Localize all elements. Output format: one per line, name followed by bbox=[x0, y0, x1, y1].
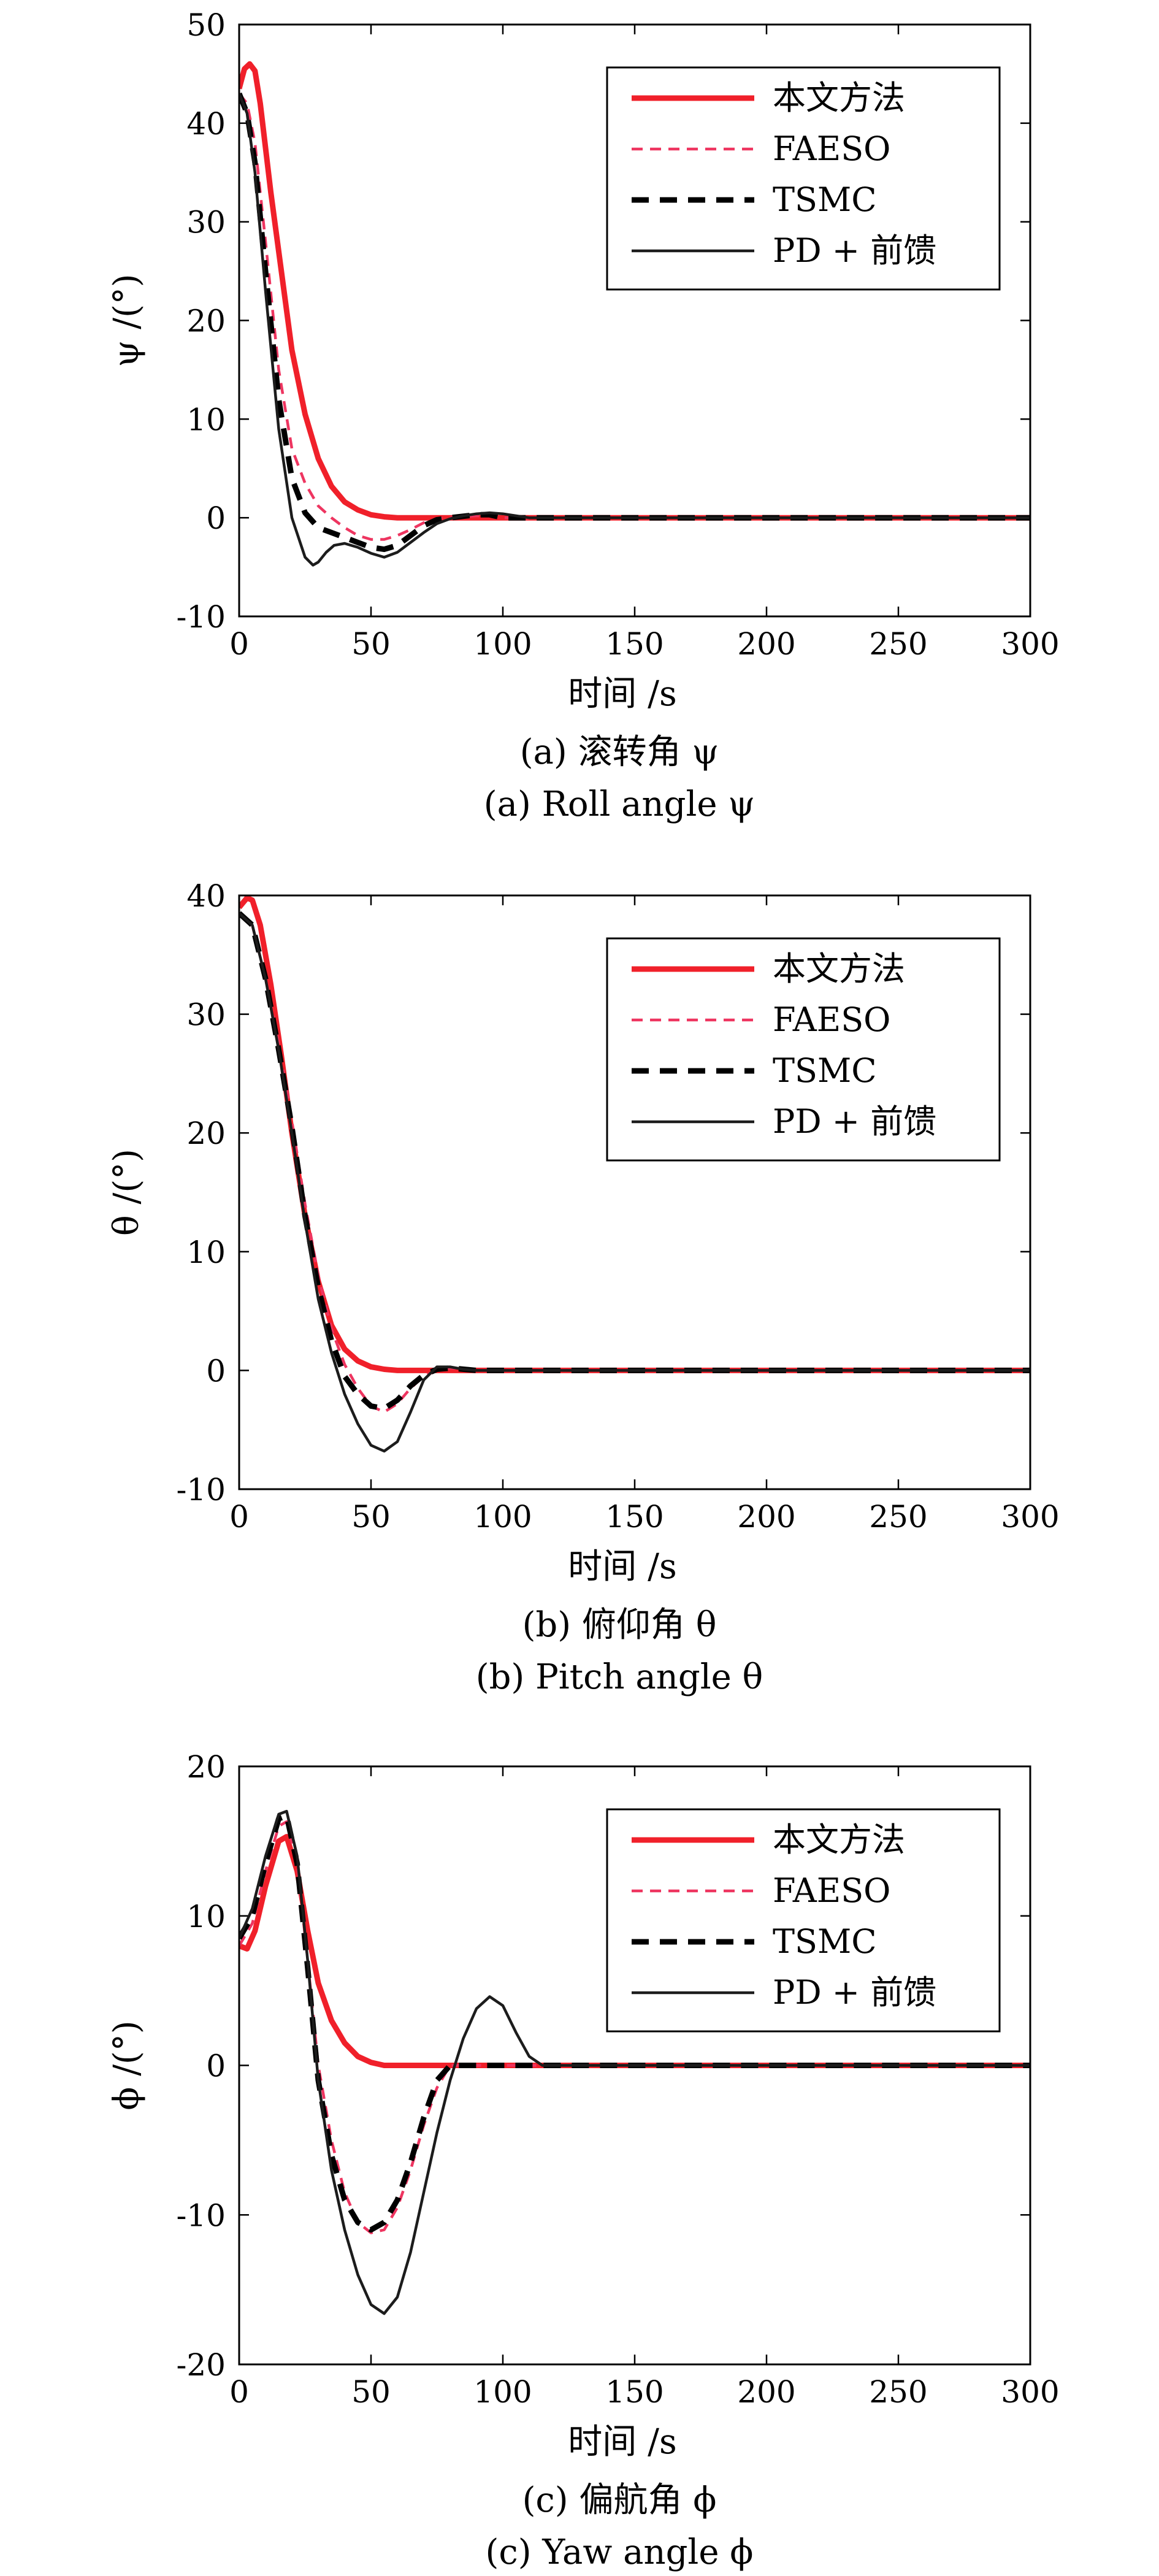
legend-entry: TSMC bbox=[773, 1051, 877, 1090]
series-group bbox=[239, 61, 1030, 567]
x-tick-label: 100 bbox=[473, 2374, 532, 2410]
x-tick-label: 150 bbox=[605, 626, 664, 662]
y-tick-label: -10 bbox=[176, 1472, 226, 1508]
caption-en: (b) Pitch angle θ bbox=[476, 1657, 763, 1697]
x-tick-label: 250 bbox=[869, 1499, 927, 1535]
x-tick-label: 0 bbox=[229, 626, 249, 662]
y-tick-label: 40 bbox=[186, 878, 226, 914]
plot-frame bbox=[238, 1765, 1031, 2366]
y-tick-label: -10 bbox=[176, 599, 226, 635]
legend-entry: 本文方法 bbox=[773, 79, 905, 117]
caption-cn: (c) 偏航角 ϕ bbox=[522, 2480, 717, 2520]
x-axis-label: 时间 /s bbox=[568, 674, 676, 714]
x-tick-label: 200 bbox=[737, 626, 795, 662]
caption-en: (a) Roll angle ψ bbox=[484, 784, 755, 824]
x-tick-label: 100 bbox=[473, 626, 532, 662]
y-tick-label: -20 bbox=[176, 2347, 226, 2383]
plot-frame bbox=[238, 23, 1031, 618]
x-tick-label: 300 bbox=[1001, 1499, 1059, 1535]
x-tick-label: 250 bbox=[869, 626, 927, 662]
y-axis-label: θ /(°) bbox=[107, 1149, 147, 1236]
plot-frame bbox=[238, 894, 1031, 1490]
y-tick-label: 10 bbox=[186, 1235, 226, 1270]
chart-panel-0: 0 50 100 150 200 250 300-1001020304050本文方法FAES… bbox=[107, 7, 1060, 824]
y-tick-label: -10 bbox=[176, 2198, 226, 2233]
y-axis-label: ϕ /(°) bbox=[107, 2020, 147, 2110]
caption-en: (c) Yaw angle ϕ bbox=[486, 2532, 754, 2572]
y-tick-label: 0 bbox=[206, 1353, 226, 1389]
legend-entry: PD + 前馈 bbox=[773, 231, 936, 270]
x-tick-label: 100 bbox=[473, 1499, 532, 1535]
legend-box bbox=[606, 1808, 1001, 2033]
x-tick-label: 200 bbox=[737, 1499, 795, 1535]
y-tick-label: 30 bbox=[186, 205, 226, 240]
x-axis-label: 时间 /s bbox=[568, 1547, 676, 1587]
series-line-0 bbox=[239, 1834, 1030, 2068]
series-line-0 bbox=[239, 61, 1030, 521]
x-tick-label: 300 bbox=[1001, 2374, 1059, 2410]
y-tick-label: 20 bbox=[186, 1116, 226, 1151]
x-tick-label: 0 bbox=[229, 2374, 249, 2410]
x-tick-label: 0 bbox=[229, 1499, 249, 1535]
y-axis-label: ψ /(°) bbox=[107, 274, 147, 367]
x-tick-label: 50 bbox=[351, 1499, 391, 1535]
series-line-3 bbox=[239, 912, 1030, 1453]
series-group bbox=[239, 1809, 1030, 2315]
legend-entry: PD + 前馈 bbox=[773, 1973, 936, 2012]
y-tick-label: 20 bbox=[186, 1749, 226, 1785]
legend-entry: FAESO bbox=[773, 1000, 890, 1039]
y-tick-label: 40 bbox=[186, 106, 226, 142]
series-line-1 bbox=[239, 93, 1030, 541]
series-group bbox=[239, 895, 1030, 1453]
series-line-2 bbox=[239, 1812, 1030, 2233]
chart-panel-2: 0 50 100 150 200 250 300 -20 -10 0 10 20 本文方法 FAESO TS… bbox=[107, 1749, 1060, 2572]
y-tick-label: 20 bbox=[186, 304, 226, 339]
y-tick-label: 30 bbox=[186, 997, 226, 1033]
caption-cn: (b) 俯仰角 θ bbox=[522, 1605, 717, 1645]
x-axis-label: 时间 /s bbox=[568, 2422, 676, 2462]
y-tick-label: 0 bbox=[206, 2049, 226, 2084]
series-line-3 bbox=[239, 1809, 1030, 2315]
x-tick-label: 250 bbox=[869, 2374, 927, 2410]
x-tick-label: 50 bbox=[351, 626, 391, 662]
chart-panel-1: 0 50 100 150 200 250 300-10010203040本文方法FAESOT… bbox=[107, 878, 1060, 1697]
legend-entry: FAESO bbox=[773, 1871, 890, 1910]
legend-entry: FAESO bbox=[773, 129, 890, 168]
y-tick-label: 0 bbox=[206, 500, 226, 536]
legend-entry: PD + 前馈 bbox=[773, 1102, 936, 1141]
legend-box bbox=[606, 937, 1001, 1162]
legend-entry: 本文方法 bbox=[773, 949, 905, 988]
caption-cn: (a) 滚转角 ψ bbox=[520, 732, 719, 772]
y-tick-label: 10 bbox=[186, 1899, 226, 1934]
legend-entry: TSMC bbox=[773, 1922, 877, 1961]
x-tick-label: 150 bbox=[605, 1499, 664, 1535]
y-tick-label: 50 bbox=[186, 7, 226, 43]
legend-entry: TSMC bbox=[773, 180, 877, 219]
x-tick-label: 200 bbox=[737, 2374, 795, 2410]
x-tick-label: 300 bbox=[1001, 626, 1059, 662]
x-tick-label: 150 bbox=[605, 2374, 664, 2410]
series-line-3 bbox=[239, 93, 1030, 567]
y-tick-label: 10 bbox=[186, 402, 226, 437]
x-tick-label: 50 bbox=[351, 2374, 391, 2410]
legend-box bbox=[606, 66, 1001, 291]
legend-entry: 本文方法 bbox=[773, 1820, 905, 1859]
